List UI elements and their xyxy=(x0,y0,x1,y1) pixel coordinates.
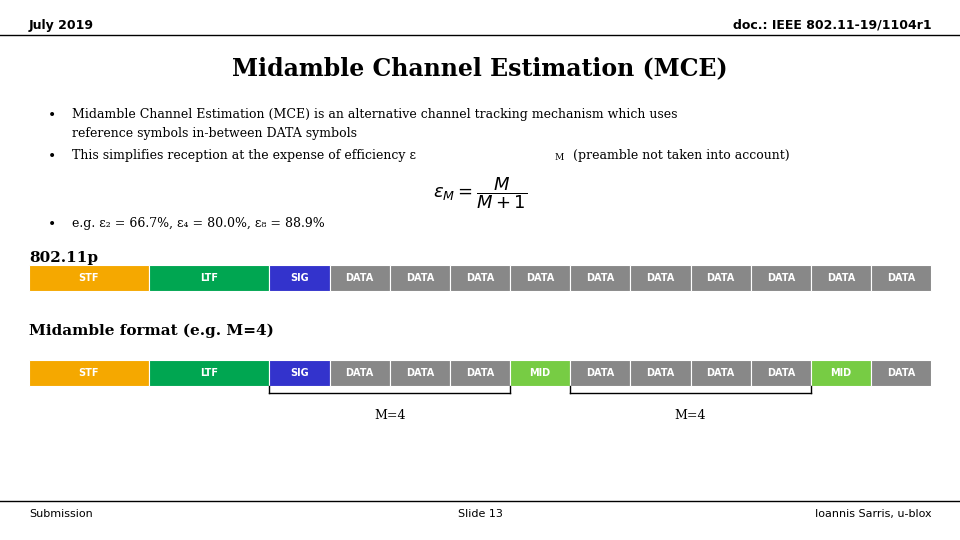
FancyBboxPatch shape xyxy=(329,265,390,291)
Text: DATA: DATA xyxy=(887,273,915,282)
Text: DATA: DATA xyxy=(646,368,675,378)
Text: M=4: M=4 xyxy=(374,409,405,422)
Text: Midamble Channel Estimation (MCE): Midamble Channel Estimation (MCE) xyxy=(232,57,728,80)
Text: •: • xyxy=(48,108,57,122)
Text: DATA: DATA xyxy=(466,273,494,282)
FancyBboxPatch shape xyxy=(450,265,510,291)
Text: LTF: LTF xyxy=(201,368,218,378)
Text: DATA: DATA xyxy=(767,273,795,282)
Text: This simplifies reception at the expense of efficiency ε: This simplifies reception at the expense… xyxy=(72,149,416,162)
FancyBboxPatch shape xyxy=(631,265,690,291)
FancyBboxPatch shape xyxy=(570,265,631,291)
FancyBboxPatch shape xyxy=(690,265,751,291)
Text: DATA: DATA xyxy=(707,273,734,282)
FancyBboxPatch shape xyxy=(149,265,270,291)
FancyBboxPatch shape xyxy=(29,265,149,291)
Text: July 2019: July 2019 xyxy=(29,19,94,32)
FancyBboxPatch shape xyxy=(811,360,871,386)
Text: Submission: Submission xyxy=(29,509,92,519)
Text: M: M xyxy=(555,153,564,162)
FancyBboxPatch shape xyxy=(29,360,149,386)
Text: STF: STF xyxy=(79,368,99,378)
FancyBboxPatch shape xyxy=(690,360,751,386)
Text: Midamble Channel Estimation (MCE) is an alternative channel tracking mechanism w: Midamble Channel Estimation (MCE) is an … xyxy=(72,108,678,121)
Text: DATA: DATA xyxy=(587,273,614,282)
Text: Ioannis Sarris, u-blox: Ioannis Sarris, u-blox xyxy=(815,509,931,519)
Text: DATA: DATA xyxy=(346,368,373,378)
FancyBboxPatch shape xyxy=(270,360,329,386)
FancyBboxPatch shape xyxy=(510,360,570,386)
Text: •: • xyxy=(48,149,57,163)
Text: •: • xyxy=(48,217,57,231)
Text: DATA: DATA xyxy=(346,273,373,282)
Text: DATA: DATA xyxy=(526,273,554,282)
Text: DATA: DATA xyxy=(827,273,855,282)
Text: Midamble format (e.g. M=4): Midamble format (e.g. M=4) xyxy=(29,324,274,339)
Text: DATA: DATA xyxy=(406,368,434,378)
Text: DATA: DATA xyxy=(646,273,675,282)
FancyBboxPatch shape xyxy=(390,265,450,291)
Text: e.g. ε₂ = 66.7%, ε₄ = 80.0%, ε₈ = 88.9%: e.g. ε₂ = 66.7%, ε₄ = 80.0%, ε₈ = 88.9% xyxy=(72,217,324,230)
Text: DATA: DATA xyxy=(406,273,434,282)
FancyBboxPatch shape xyxy=(871,265,931,291)
FancyBboxPatch shape xyxy=(570,360,631,386)
FancyBboxPatch shape xyxy=(450,360,510,386)
Text: Slide 13: Slide 13 xyxy=(458,509,502,519)
FancyBboxPatch shape xyxy=(270,265,329,291)
FancyBboxPatch shape xyxy=(811,265,871,291)
Text: DATA: DATA xyxy=(767,368,795,378)
FancyBboxPatch shape xyxy=(751,360,811,386)
Text: $\varepsilon_M = \dfrac{M}{M+1}$: $\varepsilon_M = \dfrac{M}{M+1}$ xyxy=(433,176,527,211)
FancyBboxPatch shape xyxy=(510,265,570,291)
Text: 802.11p: 802.11p xyxy=(29,251,98,265)
FancyBboxPatch shape xyxy=(329,360,390,386)
Text: doc.: IEEE 802.11-19/1104r1: doc.: IEEE 802.11-19/1104r1 xyxy=(732,19,931,32)
FancyBboxPatch shape xyxy=(751,265,811,291)
Text: DATA: DATA xyxy=(587,368,614,378)
FancyBboxPatch shape xyxy=(631,360,690,386)
Text: DATA: DATA xyxy=(887,368,915,378)
Text: MID: MID xyxy=(830,368,852,378)
FancyBboxPatch shape xyxy=(390,360,450,386)
Text: SIG: SIG xyxy=(290,273,309,282)
Text: DATA: DATA xyxy=(707,368,734,378)
FancyBboxPatch shape xyxy=(149,360,270,386)
Text: DATA: DATA xyxy=(466,368,494,378)
Text: reference symbols in-between DATA symbols: reference symbols in-between DATA symbol… xyxy=(72,127,357,140)
Text: LTF: LTF xyxy=(201,273,218,282)
Text: (preamble not taken into account): (preamble not taken into account) xyxy=(569,149,790,162)
FancyBboxPatch shape xyxy=(871,360,931,386)
Text: MID: MID xyxy=(530,368,551,378)
Text: M=4: M=4 xyxy=(675,409,707,422)
Text: STF: STF xyxy=(79,273,99,282)
Text: SIG: SIG xyxy=(290,368,309,378)
